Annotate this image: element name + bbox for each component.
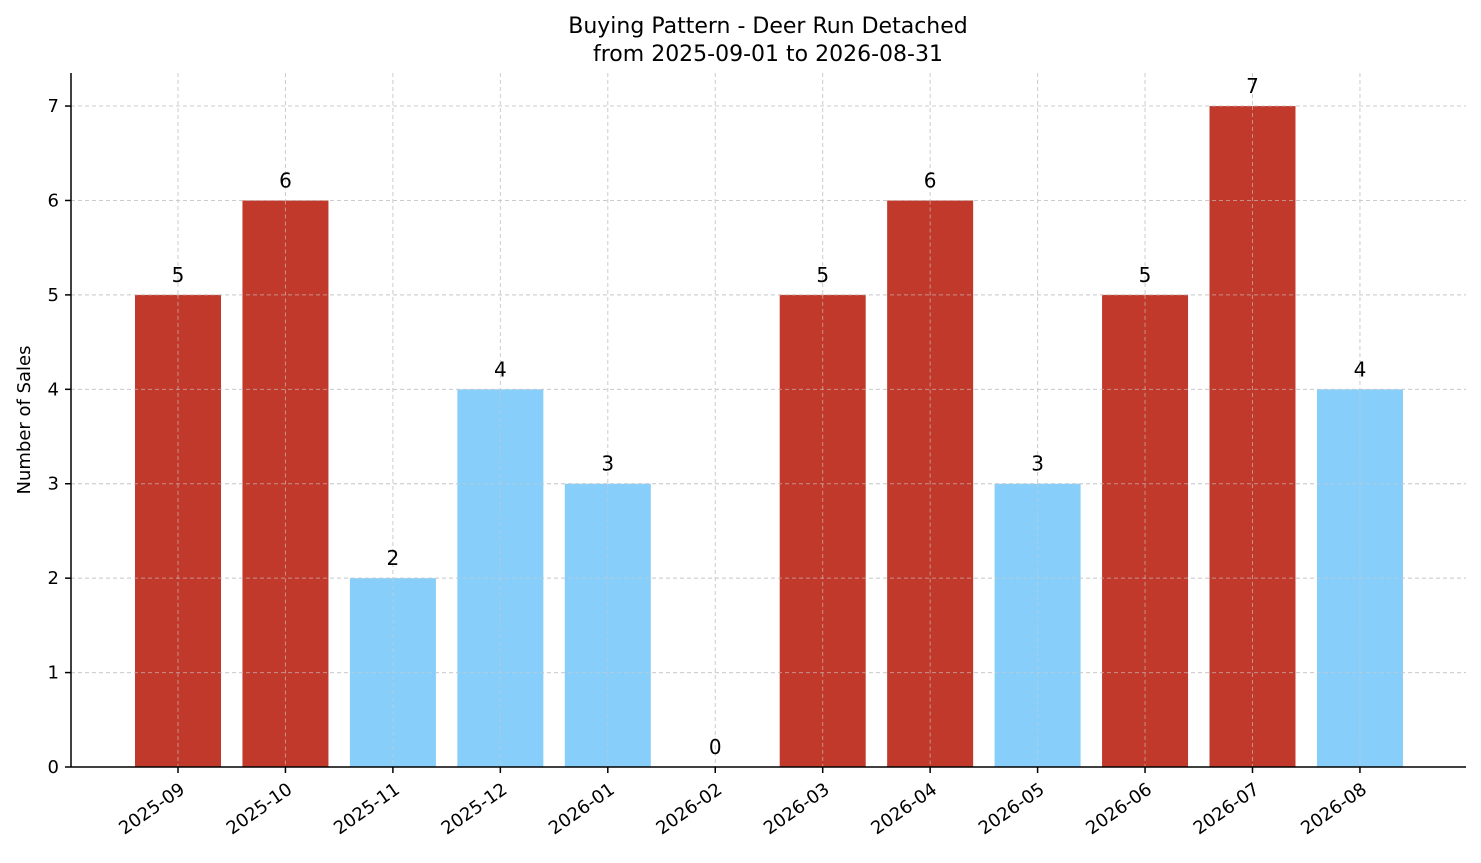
y-tick-label: 3	[48, 474, 59, 495]
x-tick-label: 2025-10	[223, 779, 297, 839]
x-tick-label: 2026-08	[1297, 779, 1371, 839]
bars-layer	[71, 105, 1466, 768]
bar-value-label: 2	[387, 546, 400, 570]
x-tick-label: 2025-11	[330, 779, 404, 839]
y-tick-label: 5	[48, 285, 59, 306]
bar-value-label: 4	[1354, 357, 1367, 381]
bar-value-label: 3	[1031, 452, 1044, 476]
bar-value-label: 6	[279, 168, 292, 192]
x-tick-label: 2026-01	[545, 779, 619, 839]
x-tick-label: 2026-04	[867, 779, 941, 839]
x-tick-label: 2026-02	[652, 779, 726, 839]
bar-value-label: 5	[172, 263, 185, 287]
x-tick-label: 2026-05	[975, 779, 1049, 839]
bar-value-label: 0	[709, 735, 722, 759]
x-tick-label: 2026-06	[1082, 779, 1156, 839]
bar-value-label: 7	[1246, 74, 1259, 98]
bar-value-label: 4	[494, 357, 507, 381]
y-tick-label: 6	[48, 190, 59, 211]
bar-value-label: 6	[924, 168, 937, 192]
y-tick-label: 1	[48, 663, 59, 684]
y-tick-label: 2	[48, 568, 59, 589]
bar-value-label: 5	[1139, 263, 1152, 287]
chart-subtitle: from 2025-09-01 to 2026-08-31	[593, 42, 943, 67]
chart-title: Buying Pattern - Deer Run Detached	[568, 14, 968, 39]
x-tick-label: 2025-09	[115, 779, 189, 839]
y-tick-label: 4	[48, 379, 59, 400]
y-tick-label: 0	[48, 757, 59, 778]
bar-value-label: 3	[601, 452, 614, 476]
axes-layer	[65, 73, 1466, 773]
x-tick-label: 2026-03	[760, 779, 834, 839]
x-tick-label: 2025-12	[438, 779, 512, 839]
y-tick-label: 7	[48, 96, 59, 117]
x-tick-label: 2026-07	[1190, 779, 1264, 839]
y-axis-label: Number of Sales	[14, 345, 35, 494]
bar-value-label: 5	[816, 263, 829, 287]
